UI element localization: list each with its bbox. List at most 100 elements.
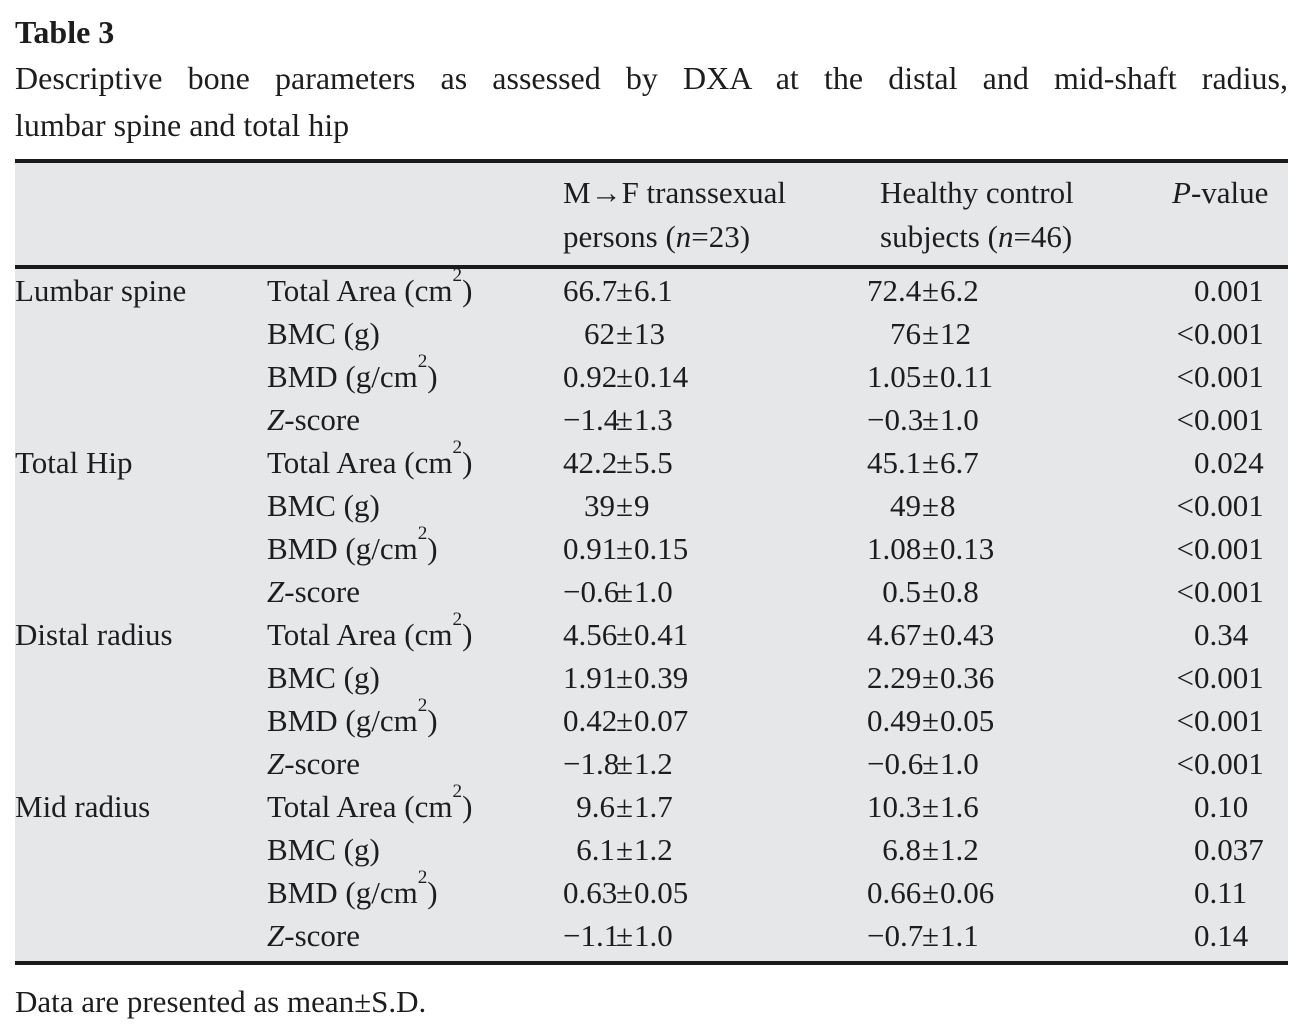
pvalue-number: 0.001 xyxy=(1194,273,1264,308)
control-value-cell: −0.6 ±1.0 xyxy=(867,742,1172,785)
control-value-cell: 2.29 ±0.36 xyxy=(867,656,1172,699)
less-than-sign: < xyxy=(1176,574,1194,609)
pvalue-number: 0.001 xyxy=(1194,402,1264,437)
plus-minus-sign: ± xyxy=(922,703,940,738)
region-cell: Total Hip xyxy=(15,445,133,480)
pvalue-number: 0.34 xyxy=(1194,617,1249,652)
region-cell xyxy=(15,742,267,785)
table-row: BMD (g/cm2) 0.91 ±0.15 1.08 ±0.13 <0.001 xyxy=(15,523,1288,570)
plus-minus-sign: ± xyxy=(616,875,634,910)
header-mf-line2: persons (n=23) xyxy=(563,219,751,254)
region-cell xyxy=(15,699,267,742)
sd-value: 1.0 xyxy=(634,574,673,609)
control-value-cell: 4.67 ±0.43 xyxy=(867,613,1172,656)
sd-value: 0.07 xyxy=(634,703,689,738)
pvalue-cell: 0.10 xyxy=(1172,785,1288,828)
control-value-cell: 0.49 ±0.05 xyxy=(867,699,1172,742)
mean-value: 1.08 xyxy=(867,531,922,566)
header-control-line1: Healthy control xyxy=(880,175,1074,210)
table-row: BMC (g) 39 ±9 49 ±8 <0.001 xyxy=(15,484,1288,527)
plus-minus-sign: ± xyxy=(616,531,634,566)
plus-minus-sign: ± xyxy=(922,918,940,953)
less-than-sign: < xyxy=(1176,746,1194,781)
table-row: Z-score −1.1 ±1.0 −0.7 ±1.1 0.14 xyxy=(15,914,1288,957)
table-footnote: Data are presented as mean±S.D. xyxy=(15,984,427,1019)
control-value-cell: 76 ±12 xyxy=(867,312,1172,355)
mf-value-cell: −0.6 ±1.0 xyxy=(563,570,867,613)
pvalue-cell: 0.11 xyxy=(1172,871,1288,914)
table-row: Mid radius Total Area (cm2) 9.6 ±1.7 10.3 ±1.… xyxy=(15,781,1288,828)
mean-value: 0.49 xyxy=(867,703,922,738)
parameter-cell: BMD (g/cm2) xyxy=(267,523,438,566)
plus-minus-sign: ± xyxy=(616,488,634,523)
sd-value: 0.13 xyxy=(940,531,995,566)
less-than-sign: < xyxy=(1176,316,1194,351)
mean-value: 49 xyxy=(890,488,921,523)
mf-value-cell: 6.1 ±1.2 xyxy=(563,828,867,871)
mf-value-cell: −1.8 ±1.2 xyxy=(563,742,867,785)
plus-minus-sign: ± xyxy=(922,574,940,609)
parameter-cell: Z-score xyxy=(267,402,360,437)
parameter-cell: BMC (g) xyxy=(267,660,380,695)
pvalue-cell: <0.001 xyxy=(1172,527,1288,570)
plus-minus-sign: ± xyxy=(922,789,940,824)
pvalue-cell: <0.001 xyxy=(1172,398,1288,441)
parameter-cell: BMC (g) xyxy=(267,488,380,523)
table-header-row: M→F transsexual persons (n=23) Healthy c… xyxy=(15,163,1288,269)
region-cell xyxy=(15,828,267,871)
sd-value: 1.0 xyxy=(634,918,673,953)
region-cell: Mid radius xyxy=(15,789,151,824)
mean-value: −0.3 xyxy=(867,402,924,437)
mean-value: 66.7 xyxy=(563,273,618,308)
control-value-cell: 72.4 ±6.2 xyxy=(867,269,1172,312)
plus-minus-sign: ± xyxy=(922,488,940,523)
mean-value: 1.91 xyxy=(563,660,618,695)
mean-value: 72.4 xyxy=(867,273,922,308)
less-than-sign xyxy=(1172,441,1194,484)
plus-minus-sign: ± xyxy=(616,746,634,781)
mean-value: 0.63 xyxy=(563,875,618,910)
sd-value: 1.2 xyxy=(634,832,673,867)
pvalue-number: 0.001 xyxy=(1194,316,1264,351)
plus-minus-sign: ± xyxy=(616,359,634,394)
pvalue-number: 0.001 xyxy=(1194,531,1264,566)
sd-value: 0.14 xyxy=(634,359,689,394)
data-table: M→F transsexual persons (n=23) Healthy c… xyxy=(15,159,1288,965)
plus-minus-sign: ± xyxy=(616,703,634,738)
parameter-cell: BMD (g/cm2) xyxy=(267,867,438,910)
pvalue-number: 0.001 xyxy=(1194,746,1264,781)
sd-value: 0.11 xyxy=(940,359,994,394)
control-value-cell: 0.5 ±0.8 xyxy=(867,570,1172,613)
mf-value-cell: −1.4 ±1.3 xyxy=(563,398,867,441)
sd-value: 1.6 xyxy=(940,789,979,824)
less-than-sign: < xyxy=(1176,703,1194,738)
table-caption: Descriptive bone parameters as assessed … xyxy=(15,55,1288,149)
pvalue-number: 0.037 xyxy=(1194,832,1264,867)
parameter-cell: Total Area (cm2) xyxy=(267,781,473,824)
sd-value: 0.39 xyxy=(634,660,689,695)
plus-minus-sign: ± xyxy=(922,660,940,695)
plus-minus-sign: ± xyxy=(922,617,940,652)
plus-minus-sign: ± xyxy=(616,789,634,824)
control-value-cell: −0.7 ±1.1 xyxy=(867,914,1172,957)
pvalue-cell: 0.001 xyxy=(1172,269,1288,312)
control-value-cell: 49 ±8 xyxy=(867,484,1172,527)
pvalue-number: 0.001 xyxy=(1194,703,1264,738)
pvalue-cell: <0.001 xyxy=(1172,312,1288,355)
mf-value-cell: 62 ±13 xyxy=(563,312,867,355)
mean-value: −1.4 xyxy=(563,402,620,437)
sd-value: 1.3 xyxy=(634,402,673,437)
plus-minus-sign: ± xyxy=(616,445,634,480)
header-pvalue-cell: P-value xyxy=(1172,175,1269,210)
parameter-cell: BMD (g/cm2) xyxy=(267,695,438,738)
pvalue-number: 0.14 xyxy=(1194,918,1249,953)
table-row: BMC (g) 1.91 ±0.39 2.29 ±0.36 <0.001 xyxy=(15,656,1288,699)
plus-minus-sign: ± xyxy=(616,574,634,609)
parameter-cell: Z-score xyxy=(267,918,360,953)
pvalue-cell: <0.001 xyxy=(1172,570,1288,613)
table-row: BMD (g/cm2) 0.63 ±0.05 0.66 ±0.06 0.11 xyxy=(15,867,1288,914)
table-row: BMD (g/cm2) 0.42 ±0.07 0.49 ±0.05 <0.001 xyxy=(15,695,1288,742)
table-body: Lumbar spine Total Area (cm2) 66.7 ±6.1 72.4… xyxy=(15,266,1288,961)
sd-value: 0.06 xyxy=(940,875,995,910)
